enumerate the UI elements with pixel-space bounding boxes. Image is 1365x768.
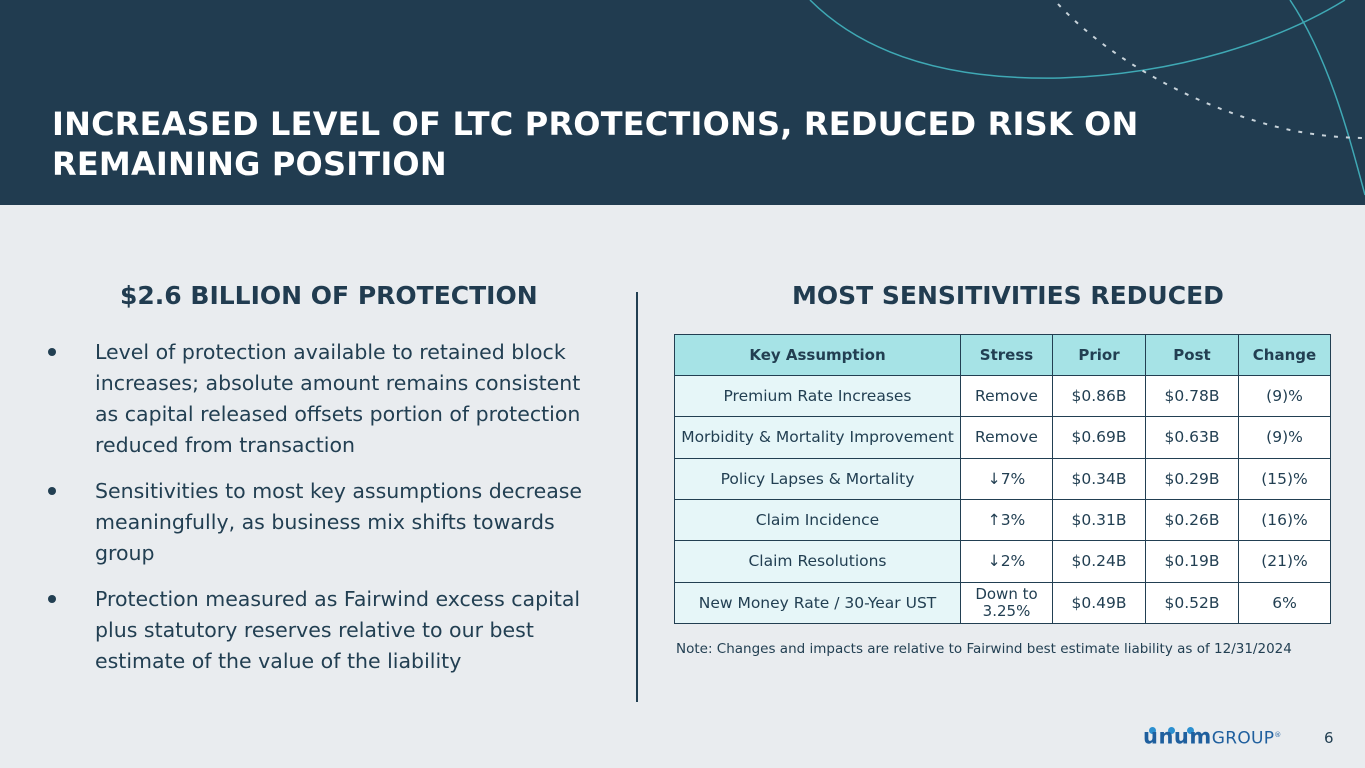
cell-prior: $0.69B xyxy=(1052,416,1146,459)
logo-group: GROUP xyxy=(1211,728,1275,749)
table-row: Policy Lapses & Mortality ↓7% $0.34B $0.… xyxy=(674,457,1331,500)
page-title: INCREASED LEVEL OF LTC PROTECTIONS, REDU… xyxy=(52,104,1139,184)
sensitivities-heading: MOST SENSITIVITIES REDUCED xyxy=(792,281,1224,310)
column-header-stress: Stress xyxy=(960,334,1053,376)
logo-brand: unum xyxy=(1143,724,1212,749)
cell-assumption: Claim Incidence xyxy=(674,498,961,542)
cell-change: (9)% xyxy=(1238,416,1331,459)
title-line-1: INCREASED LEVEL OF LTC PROTECTIONS, REDU… xyxy=(52,105,1139,143)
table-row: Claim Incidence ↑3% $0.31B $0.26B (16)% xyxy=(674,498,1331,542)
table-row: Claim Resolutions ↓2% $0.24B $0.19B (21)… xyxy=(674,540,1331,583)
cell-post: $0.19B xyxy=(1145,540,1239,583)
cell-change: (16)% xyxy=(1238,498,1331,542)
table-footnote: Note: Changes and impacts are relative t… xyxy=(676,641,1292,657)
cell-prior: $0.31B xyxy=(1052,498,1146,542)
header-banner: INCREASED LEVEL OF LTC PROTECTIONS, REDU… xyxy=(0,0,1365,205)
sensitivities-table: Key Assumption Stress Prior Post Change … xyxy=(674,334,1331,625)
cell-stress: Remove xyxy=(960,416,1053,459)
bullet-item: Sensitivities to most key assumptions de… xyxy=(48,476,608,569)
title-line-2: REMAINING POSITION xyxy=(52,145,447,183)
logo-registered-mark: ® xyxy=(1274,731,1282,739)
table-row: New Money Rate / 30-Year UST Down to 3.2… xyxy=(674,581,1331,625)
cell-stress: Down to 3.25% xyxy=(960,581,1053,625)
table-row: Premium Rate Increases Remove $0.86B $0.… xyxy=(674,374,1331,418)
column-header-key-assumption: Key Assumption xyxy=(674,334,961,376)
cell-stress: ↓7% xyxy=(960,457,1053,500)
bullet-item: Protection measured as Fairwind excess c… xyxy=(48,584,608,677)
cell-prior: $0.24B xyxy=(1052,540,1146,583)
logo-wordmark: unumGROUP® xyxy=(1143,724,1282,749)
table-row: Morbidity & Mortality Improvement Remove… xyxy=(674,416,1331,459)
bullet-item: Level of protection available to retaine… xyxy=(48,337,608,461)
unum-group-logo: unumGROUP® xyxy=(1143,719,1293,749)
cell-post: $0.26B xyxy=(1145,498,1239,542)
cell-prior: $0.86B xyxy=(1052,374,1146,418)
column-divider xyxy=(636,292,638,702)
bullet-text: Level of protection available to retaine… xyxy=(95,340,581,457)
bullet-dot-icon xyxy=(48,595,56,603)
logo-dots-icon xyxy=(1149,719,1206,734)
cell-stress: ↑3% xyxy=(960,498,1053,542)
cell-assumption: New Money Rate / 30-Year UST xyxy=(674,581,961,625)
cell-change: 6% xyxy=(1238,581,1331,625)
page-number: 6 xyxy=(1324,729,1334,747)
cell-stress: ↓2% xyxy=(960,540,1053,583)
bullet-dot-icon xyxy=(48,487,56,495)
protection-bullet-list: Level of protection available to retaine… xyxy=(48,337,608,692)
cell-change: (15)% xyxy=(1238,457,1331,500)
cell-post: $0.78B xyxy=(1145,374,1239,418)
column-header-change: Change xyxy=(1238,334,1331,376)
bullet-text: Sensitivities to most key assumptions de… xyxy=(95,479,583,565)
table-header-row: Key Assumption Stress Prior Post Change xyxy=(674,334,1331,376)
cell-assumption: Policy Lapses & Mortality xyxy=(674,457,961,500)
cell-change: (9)% xyxy=(1238,374,1331,418)
cell-prior: $0.49B xyxy=(1052,581,1146,625)
cell-assumption: Premium Rate Increases xyxy=(674,374,961,418)
decorative-arcs xyxy=(809,0,1365,196)
cell-post: $0.63B xyxy=(1145,416,1239,459)
column-header-prior: Prior xyxy=(1052,334,1146,376)
cell-change: (21)% xyxy=(1238,540,1331,583)
cell-assumption: Claim Resolutions xyxy=(674,540,961,583)
cell-assumption: Morbidity & Mortality Improvement xyxy=(674,416,961,459)
cell-post: $0.29B xyxy=(1145,457,1239,500)
column-header-post: Post xyxy=(1145,334,1239,376)
bullet-dot-icon xyxy=(48,348,56,356)
cell-post: $0.52B xyxy=(1145,581,1239,625)
cell-stress: Remove xyxy=(960,374,1053,418)
bullet-text: Protection measured as Fairwind excess c… xyxy=(95,587,581,673)
cell-prior: $0.34B xyxy=(1052,457,1146,500)
protection-heading: $2.6 BILLION OF PROTECTION xyxy=(120,281,538,310)
